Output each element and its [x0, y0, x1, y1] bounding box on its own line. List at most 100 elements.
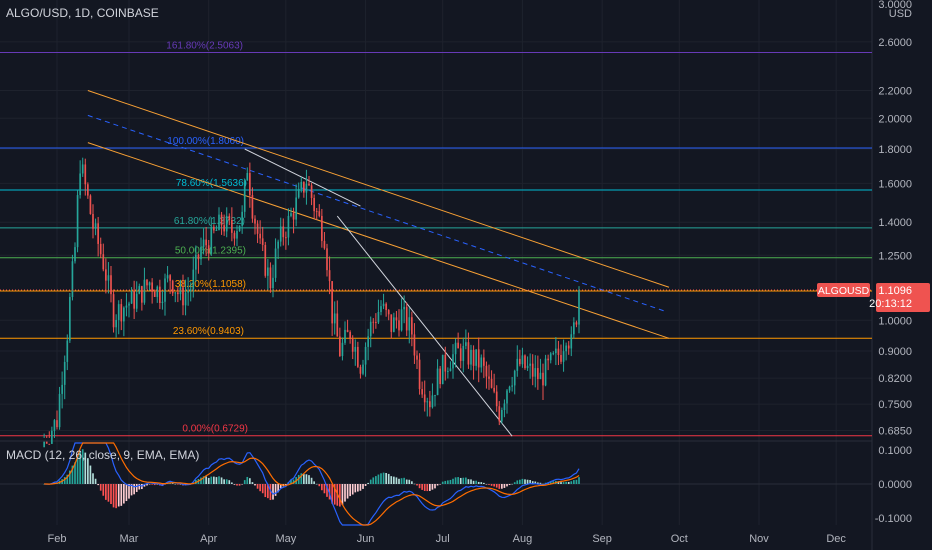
candle-body — [133, 290, 135, 309]
candle-body — [76, 195, 79, 248]
candle-body — [58, 393, 61, 428]
macd-histogram-bar — [66, 474, 69, 484]
candle-body — [447, 371, 449, 373]
symbol-title[interactable]: ALGO/USD, 1D, COINBASE — [6, 6, 159, 20]
macd-histogram-bar — [359, 484, 362, 491]
macd-histogram-bar — [148, 484, 151, 485]
candle-body — [506, 390, 508, 404]
candle-body — [351, 338, 354, 352]
time-axis[interactable]: Feb Mar Apr May Jun Jul Aug Sep Oct Nov Dec — [48, 533, 847, 545]
candle-body — [123, 307, 125, 322]
time-tick-label: Oct — [671, 533, 688, 545]
candle-body — [272, 277, 274, 289]
candle-body — [519, 358, 521, 365]
macd-histogram-bar — [470, 479, 472, 484]
macd-histogram-bar — [416, 484, 418, 486]
candle-body — [475, 349, 477, 366]
price-tick-label: 0.8200 — [878, 373, 912, 385]
macd-histogram-bar — [231, 482, 233, 484]
macd-histogram-bar — [81, 449, 84, 484]
candle-body — [382, 303, 385, 307]
candle-body — [531, 363, 534, 377]
trend-line-diagonal[interactable] — [336, 215, 513, 437]
candle-body — [308, 183, 310, 186]
candle-body — [552, 353, 555, 355]
symbol-price-tag[interactable]: ALGOUSD — [817, 282, 870, 297]
candle-body — [61, 384, 63, 394]
candle-body — [182, 287, 184, 306]
macd-histogram-bar — [372, 477, 375, 484]
macd-histogram-bar — [462, 477, 465, 484]
macd-histogram-bar — [310, 477, 313, 484]
macd-histogram-bar — [516, 480, 519, 484]
macd-histogram-bar — [264, 484, 267, 498]
price-axis[interactable]: 2.6000 2.2000 2.0000 1.8000 1.6000 1.4000 1.25… — [817, 37, 930, 525]
candle-body — [459, 348, 462, 361]
candle-body — [241, 211, 243, 226]
candle-body — [346, 329, 349, 333]
candle-body — [236, 230, 238, 239]
candle-body — [326, 248, 328, 271]
candle-body — [97, 223, 99, 244]
candle-body — [470, 349, 472, 365]
macd-histogram-bar — [228, 480, 231, 484]
candle-body — [249, 173, 251, 196]
channel-lower-line[interactable] — [87, 142, 670, 339]
time-tick-label: Sep — [592, 533, 612, 545]
fibonacci-retracement[interactable]: 161.80%(2.5063) 100.00%(1.8060) 78.60%(1.5… — [0, 41, 872, 437]
candle-body — [274, 248, 277, 278]
candle-body — [161, 301, 164, 303]
candle-body — [357, 346, 359, 367]
macd-histogram-bar — [534, 481, 537, 484]
candle-body — [290, 213, 292, 216]
trend-channel[interactable] — [87, 90, 670, 437]
candle-body — [264, 244, 267, 276]
price-tick-label: 0.9000 — [878, 346, 912, 358]
macd-histogram-bar — [472, 480, 475, 484]
candle-body — [110, 275, 112, 295]
macd-histogram-bar — [292, 479, 295, 484]
macd-histogram-bar — [573, 480, 575, 484]
candle-body — [159, 286, 161, 303]
macd-histogram-bar — [74, 462, 76, 484]
candle-body — [243, 180, 246, 212]
candle-body — [177, 292, 179, 295]
macd-histogram-bar — [351, 484, 354, 495]
candle-body — [251, 195, 254, 219]
macd-histogram-bar — [531, 481, 534, 484]
trend-line-short[interactable] — [244, 148, 361, 207]
macd-histogram-bar — [87, 458, 89, 484]
candle-body — [321, 215, 323, 241]
candle-body — [195, 254, 197, 270]
macd-histogram-bar — [151, 484, 153, 485]
macd-histogram-bar — [485, 484, 488, 485]
macd-histogram-bar — [84, 452, 87, 484]
macd-histogram-bar — [503, 484, 506, 488]
macd-histogram-bar — [529, 479, 531, 484]
candle-body — [413, 334, 416, 356]
fib-level-label: 100.00%(1.8060) — [167, 136, 244, 147]
candle-body — [169, 275, 171, 281]
macd-histogram-bar — [89, 465, 92, 484]
candle-body — [115, 319, 117, 328]
candle-body — [488, 376, 490, 379]
macd-title[interactable]: MACD (12, 26, close, 9, EMA, EMA) — [6, 448, 199, 462]
macd-histogram-bar — [117, 484, 120, 507]
fib-level-label: 50.00%(1.2395) — [175, 246, 246, 257]
candle-body — [526, 365, 529, 369]
candle-body — [418, 359, 421, 390]
macd-histogram-bar — [177, 484, 179, 485]
channel-upper-line[interactable] — [87, 90, 670, 288]
candle-body — [84, 164, 87, 185]
channel-midline[interactable] — [87, 114, 667, 313]
candle-body — [503, 403, 506, 410]
macd-histogram-bar — [562, 482, 565, 484]
macd-histogram-bar — [92, 473, 94, 484]
macd-signal-line — [44, 442, 580, 526]
candle-body — [56, 420, 58, 428]
candle-body — [400, 309, 403, 331]
macd-histogram-bar — [387, 473, 390, 484]
macd-histogram-bar — [259, 484, 261, 492]
